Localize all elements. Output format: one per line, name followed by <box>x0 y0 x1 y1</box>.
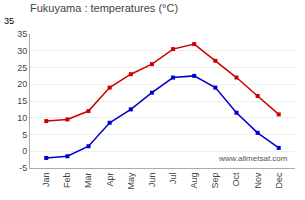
svg-text:Mar: Mar <box>83 173 93 189</box>
svg-text:-5: -5 <box>19 163 27 173</box>
svg-text:Fukuyama : temperatures (°C): Fukuyama : temperatures (°C) <box>30 2 178 14</box>
svg-text:May: May <box>126 172 136 190</box>
svg-text:Jun: Jun <box>147 173 157 188</box>
svg-text:Apr: Apr <box>105 173 115 187</box>
svg-text:Sep: Sep <box>210 173 220 189</box>
svg-text:5: 5 <box>22 130 27 140</box>
svg-text:35: 35 <box>17 29 27 39</box>
svg-text:30: 30 <box>17 46 27 56</box>
svg-text:www.allmetsat.com: www.allmetsat.com <box>218 154 288 163</box>
svg-text:35: 35 <box>4 16 14 26</box>
svg-text:Oct: Oct <box>231 172 241 187</box>
svg-text:10: 10 <box>17 113 27 123</box>
svg-text:Aug: Aug <box>189 173 199 189</box>
svg-text:20: 20 <box>17 79 27 89</box>
svg-text:Jul: Jul <box>168 173 178 185</box>
svg-text:0: 0 <box>22 146 27 156</box>
svg-text:15: 15 <box>17 96 27 106</box>
svg-text:Dec: Dec <box>274 172 284 189</box>
svg-text:Nov: Nov <box>253 172 263 189</box>
svg-text:Jan: Jan <box>41 173 51 188</box>
svg-text:25: 25 <box>17 63 27 73</box>
svg-text:Feb: Feb <box>62 173 72 189</box>
